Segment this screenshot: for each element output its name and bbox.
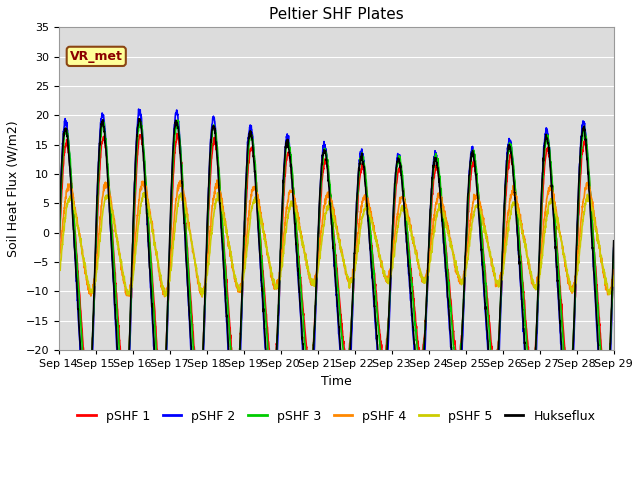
- pSHF 4: [213, 177, 221, 183]
- Hukseflux: [561, 393, 569, 399]
- pSHF 1: [365, 211, 372, 217]
- pSHF 5: [561, 259, 569, 264]
- pSHF 2: [498, 274, 506, 279]
- pSHF 5: [365, 208, 372, 214]
- pSHF 3: [159, 401, 166, 407]
- pSHF 5: [577, 239, 584, 244]
- Hukseflux: [210, 123, 218, 129]
- pSHF 3: [55, 249, 63, 254]
- pSHF 5: [210, 210, 218, 216]
- Hukseflux: [55, 238, 63, 244]
- pSHF 5: [140, 190, 148, 195]
- pSHF 3: [577, 153, 584, 158]
- pSHF 5: [198, 293, 206, 299]
- pSHF 1: [353, 221, 360, 227]
- Line: pSHF 1: pSHF 1: [59, 133, 614, 391]
- Hukseflux: [135, 116, 143, 121]
- pSHF 4: [365, 202, 372, 208]
- X-axis label: Time: Time: [321, 374, 351, 387]
- Hukseflux: [353, 198, 360, 204]
- pSHF 5: [610, 273, 618, 279]
- Line: pSHF 5: pSHF 5: [59, 192, 614, 296]
- pSHF 1: [577, 172, 584, 178]
- pSHF 5: [498, 276, 506, 282]
- Y-axis label: Soil Heat Flux (W/m2): Soil Heat Flux (W/m2): [7, 120, 20, 257]
- pSHF 2: [135, 106, 143, 112]
- Hukseflux: [498, 264, 506, 270]
- pSHF 3: [610, 248, 618, 253]
- pSHF 2: [561, 411, 569, 417]
- Text: VR_met: VR_met: [70, 50, 123, 63]
- Hukseflux: [365, 225, 372, 230]
- pSHF 3: [498, 270, 506, 276]
- pSHF 1: [210, 137, 218, 143]
- pSHF 4: [498, 268, 506, 274]
- Legend: pSHF 1, pSHF 2, pSHF 3, pSHF 4, pSHF 5, Hukseflux: pSHF 1, pSHF 2, pSHF 3, pSHF 4, pSHF 5, …: [72, 405, 600, 428]
- pSHF 2: [610, 245, 618, 251]
- pSHF 1: [122, 388, 130, 394]
- pSHF 1: [610, 258, 618, 264]
- pSHF 1: [173, 131, 181, 136]
- pSHF 2: [55, 248, 63, 254]
- pSHF 1: [498, 279, 506, 285]
- Line: pSHF 3: pSHF 3: [59, 120, 614, 404]
- pSHF 2: [577, 144, 584, 149]
- pSHF 1: [561, 348, 569, 354]
- pSHF 2: [365, 226, 372, 231]
- pSHF 1: [55, 258, 63, 264]
- Hukseflux: [610, 238, 618, 244]
- pSHF 5: [353, 257, 360, 263]
- pSHF 4: [198, 294, 206, 300]
- pSHF 2: [157, 449, 164, 455]
- pSHF 3: [353, 207, 360, 213]
- pSHF 5: [55, 271, 63, 276]
- pSHF 4: [210, 195, 218, 201]
- pSHF 3: [210, 123, 218, 129]
- pSHF 3: [561, 365, 569, 371]
- pSHF 4: [55, 264, 63, 269]
- Hukseflux: [157, 428, 164, 434]
- pSHF 4: [353, 246, 360, 252]
- Line: pSHF 2: pSHF 2: [59, 109, 614, 452]
- Hukseflux: [577, 145, 584, 151]
- pSHF 2: [353, 200, 360, 205]
- Line: pSHF 4: pSHF 4: [59, 180, 614, 297]
- pSHF 3: [365, 207, 372, 213]
- Line: Hukseflux: Hukseflux: [59, 119, 614, 431]
- pSHF 2: [210, 115, 218, 121]
- pSHF 4: [577, 224, 584, 229]
- pSHF 4: [561, 264, 569, 269]
- pSHF 4: [610, 267, 618, 273]
- pSHF 3: [174, 117, 182, 123]
- Title: Peltier SHF Plates: Peltier SHF Plates: [269, 7, 404, 22]
